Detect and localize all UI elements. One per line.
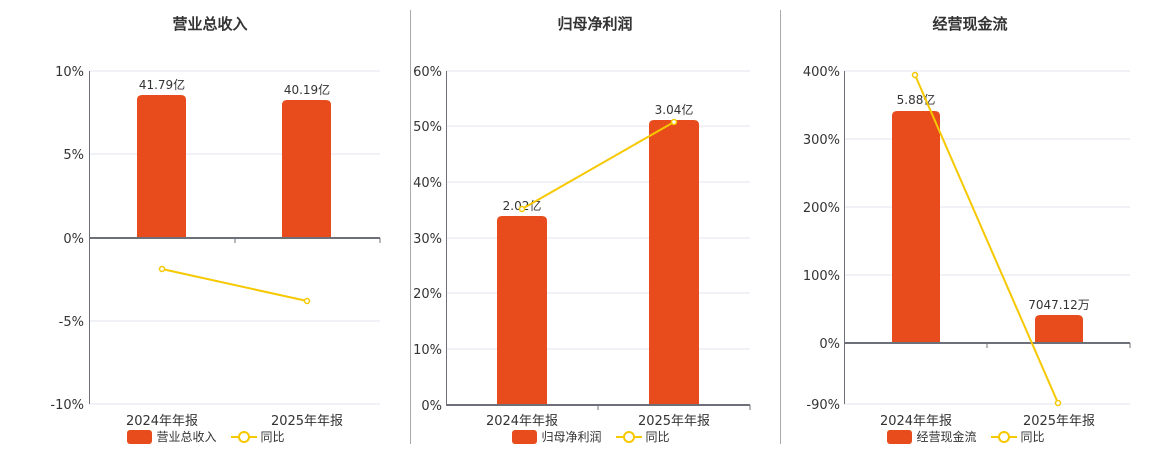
legend-item-line[interactable]: 同比 [990,428,1045,445]
yoy-point[interactable] [1054,399,1062,407]
line-marker-icon [230,430,257,444]
bar-value-label: 5.88亿 [897,92,936,107]
y-tick-label: 60% [413,65,442,80]
legend-item-line[interactable]: 同比 [615,428,670,445]
chart-title: 归母净利润 [557,15,633,33]
legend-label: 同比 [260,430,285,444]
y-tick-label: 40% [413,176,442,191]
legend: 经营现金流 同比 [780,428,1160,445]
bar-2024[interactable] [137,95,186,238]
x-tick-label: 2024年年报 [126,414,198,429]
bar-value-label: 3.04亿 [655,102,694,117]
y-tick-label: 10% [55,65,84,80]
bar-value-label: 40.19亿 [284,82,330,97]
y-tick-label: 20% [413,287,442,302]
bar-value-label: 2.02亿 [503,198,542,213]
panel-divider [780,10,781,444]
y-tick-label: 10% [413,343,442,358]
bar-2024[interactable] [892,111,940,343]
yoy-line [914,74,1059,404]
x-tick-label: 2025年年报 [1023,414,1095,429]
legend-item-line[interactable]: 同比 [230,428,285,445]
y-tick-label: -10% [50,398,84,413]
legend: 营业总收入 同比 [0,428,420,445]
legend-item-bar[interactable]: 归母净利润 [512,428,602,445]
legend-label: 营业总收入 [156,430,217,444]
yoy-point[interactable] [158,265,166,273]
x-tick-label: 2024年年报 [486,414,558,429]
bar-2025[interactable] [649,120,699,405]
yoy-point[interactable] [303,297,311,305]
bar-swatch-icon [887,429,913,444]
y-tick-label: 0% [421,399,442,414]
y-tick-label: -90% [806,398,840,413]
line-marker-icon [990,430,1017,444]
yoy-point[interactable] [518,205,526,213]
chart-plot-cash-flow: 400% 300% 200% 100% 0% -90% 5.88亿 7047.1… [803,65,1131,429]
bar-value-label: 41.79亿 [139,77,185,92]
yoy-line [521,121,675,210]
bar-swatch-icon [127,429,153,444]
chart-panel-net-profit: 归母净利润 60% 50% 40% 30% 20% 10% 0% 2.02亿 3… [410,0,780,450]
bar-2025[interactable] [1035,315,1083,343]
chart-title: 经营现金流 [932,15,1008,33]
legend-label: 经营现金流 [916,430,977,444]
legend-label: 同比 [1020,430,1045,444]
y-tick-label: 400% [803,65,840,80]
x-tick-label: 2025年年报 [271,414,343,429]
legend: 归母净利润 同比 [410,428,780,445]
y-tick-label: -5% [59,315,84,330]
legend-item-bar[interactable]: 经营现金流 [887,428,977,445]
legend-label: 归母净利润 [541,430,602,444]
y-tick-label: 5% [63,148,84,163]
chart-panel-operating-cash-flow: 经营现金流 400% 300% 200% 100% 0% -90% 5.88亿 … [780,0,1160,450]
x-tick-label: 2025年年报 [638,414,710,429]
legend-item-bar[interactable]: 营业总收入 [127,428,217,445]
bar-swatch-icon [512,429,538,444]
y-tick-label: 30% [413,232,442,247]
y-tick-label: 300% [803,133,840,148]
yoy-point[interactable] [670,118,678,126]
y-tick-label: 0% [63,232,84,247]
bar-2025[interactable] [282,100,331,238]
panel-divider [410,10,411,444]
bar-2024[interactable] [497,216,547,405]
legend-label: 同比 [645,430,670,444]
chart-plot-revenue: 10% 5% 0% -5% -10% 41.79亿 40.19亿 2024年年报… [50,65,381,429]
chart-panel-revenue: 营业总收入 10% 5% 0% -5% -10% 41.79亿 40.19亿 2… [0,0,410,450]
y-tick-label: 200% [803,201,840,216]
y-tick-label: 100% [803,269,840,284]
line-marker-icon [615,430,642,444]
chart-plot-net-profit: 60% 50% 40% 30% 20% 10% 0% 2.02亿 3.04亿 2… [413,65,751,429]
x-tick-label: 2024年年报 [880,414,952,429]
yoy-line [161,268,308,302]
yoy-point[interactable] [911,71,919,79]
chart-title: 营业总收入 [172,15,248,33]
bar-value-label: 7047.12万 [1028,298,1090,312]
y-tick-label: 0% [819,337,840,352]
y-tick-label: 50% [413,120,442,135]
